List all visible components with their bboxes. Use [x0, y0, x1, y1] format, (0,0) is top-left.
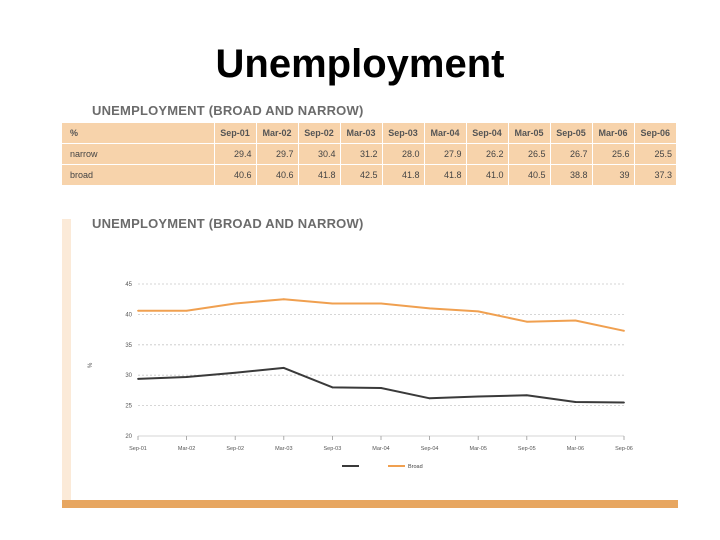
header-cell: Sep-05: [549, 123, 592, 144]
data-point: [574, 319, 577, 322]
y-tick-label: 40: [125, 312, 132, 318]
x-tick-label: Sep-04: [421, 446, 439, 452]
x-tick-label: Sep-06: [615, 446, 633, 452]
data-point: [234, 371, 237, 374]
slide-title: Unemployment: [215, 42, 505, 86]
table-cell: 41.8: [423, 164, 466, 186]
table-cell: 39: [591, 164, 634, 186]
data-point: [282, 298, 285, 301]
x-tick-label: Sep-05: [518, 446, 536, 452]
table-cell: 40.5: [507, 164, 550, 186]
header-cell: Mar-05: [507, 123, 550, 144]
data-point: [331, 386, 334, 389]
x-tick-label: Mar-06: [567, 446, 584, 452]
table-cell: 29.7: [255, 143, 298, 165]
header-cell: Mar-04: [423, 123, 466, 144]
data-point: [574, 401, 577, 403]
table-cell: 25.5: [633, 143, 676, 165]
x-tick-label: Mar-02: [178, 446, 195, 452]
table-cell: 41.8: [297, 164, 340, 186]
header-cell: Sep-02: [297, 123, 340, 144]
data-point: [428, 397, 431, 400]
y-tick-label: 25: [125, 404, 132, 410]
x-tick-label: Sep-01: [129, 446, 147, 452]
table-cell: 38.8: [549, 164, 592, 186]
table-cell: 30.4: [297, 143, 340, 165]
data-point: [185, 376, 188, 378]
data-point: [525, 394, 528, 397]
data-point: [477, 395, 480, 398]
x-tick-label: Mar-03: [275, 446, 292, 452]
table-cell: 26.7: [549, 143, 592, 165]
header-cell: Mar-03: [339, 123, 382, 144]
x-tick-label: Mar-04: [372, 446, 389, 452]
header-cell: Sep-04: [465, 123, 508, 144]
row-label: narrow: [62, 143, 214, 165]
x-tick-label: Mar-05: [469, 446, 486, 452]
chart-title: UNEMPLOYMENT (BROAD AND NARROW): [92, 216, 364, 231]
data-point: [525, 320, 528, 323]
table-cell: 41.8: [381, 164, 424, 186]
series-line-series-1: [137, 366, 625, 404]
header-cell: Mar-06: [591, 123, 634, 144]
data-point: [137, 309, 139, 312]
bottom-accent-bar: [62, 500, 678, 508]
table-cell: 40.6: [255, 164, 298, 186]
y-tick-label: 20: [125, 434, 132, 440]
data-point: [234, 302, 237, 305]
data-point: [428, 307, 431, 310]
data-point: [185, 309, 188, 312]
table-cell: 26.5: [507, 143, 550, 165]
data-point: [477, 310, 480, 313]
data-point: [623, 401, 625, 404]
y-axis-label: %: [88, 362, 94, 368]
table-cell: 31.2: [339, 143, 382, 165]
y-tick-label: 45: [125, 282, 132, 288]
data-point: [331, 302, 334, 305]
table-row-broad: broad 40.6 40.6 41.8 42.5 41.8 41.8 41.0 40.5 38.…: [62, 164, 676, 186]
x-tick-label: Sep-03: [324, 446, 342, 452]
table-cell: 27.9: [423, 143, 466, 165]
table-cell: 41.0: [465, 164, 508, 186]
table-cell: 26.2: [465, 143, 508, 165]
table-cell: 42.5: [339, 164, 382, 186]
header-cell: Sep-06: [633, 123, 676, 144]
data-table: % Sep-01 Mar-02 Sep-02 Mar-03 Sep-03 Mar-04 Sep…: [62, 123, 676, 186]
table-cell: 29.4: [213, 143, 256, 165]
table-row-narrow: narrow 29.4 29.7 30.4 31.2 28.0 27.9 26.2 26.5 26…: [62, 143, 676, 165]
table-cell: 37.3: [633, 164, 676, 186]
header-unit-cell: %: [62, 123, 214, 144]
legend-label: Broad: [408, 464, 423, 470]
y-tick-label: 30: [125, 373, 132, 379]
header-cell: Sep-01: [213, 123, 256, 144]
data-point: [137, 377, 139, 380]
row-label: broad: [62, 164, 214, 186]
data-point: [623, 329, 625, 332]
data-point: [282, 367, 285, 369]
table-title: UNEMPLOYMENT (BROAD AND NARROW): [92, 103, 364, 118]
table-header-row: % Sep-01 Mar-02 Sep-02 Mar-03 Sep-03 Mar-04 Sep…: [62, 123, 676, 144]
chart-left-accent-bar: [62, 219, 71, 500]
y-tick-label: 35: [125, 343, 132, 349]
data-point: [380, 302, 382, 305]
unemployment-table: % Sep-01 Mar-02 Sep-02 Mar-03 Sep-03 Mar-04 Sep…: [62, 123, 676, 186]
table-cell: 25.6: [591, 143, 634, 165]
table-cell: 28.0: [381, 143, 424, 165]
table-cell: 40.6: [213, 164, 256, 186]
x-tick-label: Sep-02: [226, 446, 244, 452]
data-point: [380, 387, 382, 389]
header-cell: Sep-03: [381, 123, 424, 144]
header-cell: Mar-02: [255, 123, 298, 144]
